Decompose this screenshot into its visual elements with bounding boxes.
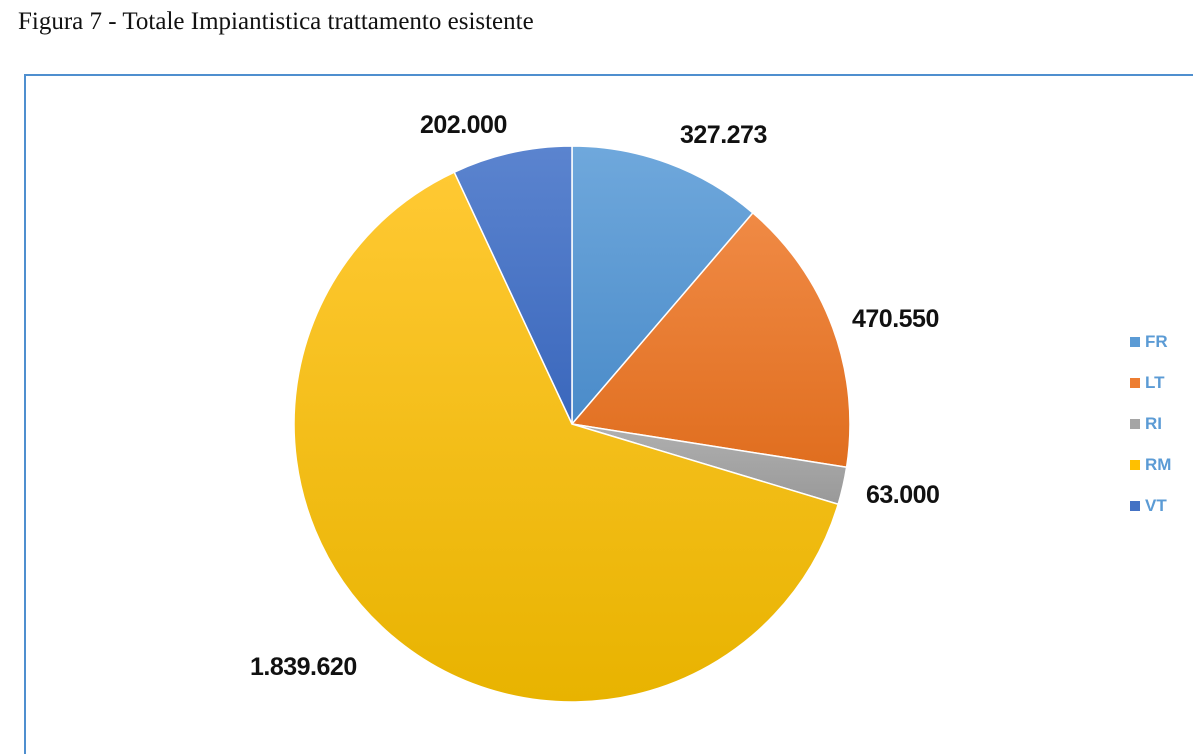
pie-slice-rm: [293, 171, 840, 703]
pie-chart: 327.273 470.550 63.000 1.839.620 202.000: [250, 111, 940, 703]
chart-frame: [24, 74, 1193, 754]
pie-data-labels: 327.273 470.550 63.000 1.839.620 202.000: [250, 111, 940, 681]
pie-slice-fr: [571, 145, 754, 427]
figure-caption: Figura 7 - Totale Impiantistica trattame…: [18, 8, 534, 35]
legend-swatch-rm: [1130, 460, 1140, 470]
data-label-ri: 63.000: [866, 481, 939, 509]
data-label-lt: 470.550: [852, 305, 939, 333]
legend-swatch-vt: [1130, 501, 1140, 511]
legend-item-lt: LT: [1130, 369, 1171, 397]
data-label-rm: 1.839.620: [250, 653, 357, 681]
legend-label-vt: VT: [1145, 496, 1167, 515]
legend-item-rm: RM: [1130, 451, 1171, 479]
legend-item-ri: RI: [1130, 410, 1171, 438]
pie-slices: [293, 145, 851, 703]
legend-swatch-ri: [1130, 419, 1140, 429]
pie-slice-lt: [570, 211, 851, 469]
legend-item-fr: FR: [1130, 328, 1171, 356]
legend-swatch-lt: [1130, 378, 1140, 388]
pie-slice-vt: [453, 145, 573, 425]
legend-label-ri: RI: [1145, 414, 1162, 433]
data-label-vt: 202.000: [420, 111, 507, 139]
legend-item-vt: VT: [1130, 492, 1171, 520]
data-label-fr: 327.273: [680, 121, 767, 149]
legend-label-rm: RM: [1145, 455, 1172, 474]
legend-label-lt: LT: [1145, 373, 1165, 392]
legend: FR LT RI RM VT: [1130, 328, 1171, 533]
legend-label-fr: FR: [1145, 332, 1168, 351]
legend-swatch-fr: [1130, 337, 1140, 347]
